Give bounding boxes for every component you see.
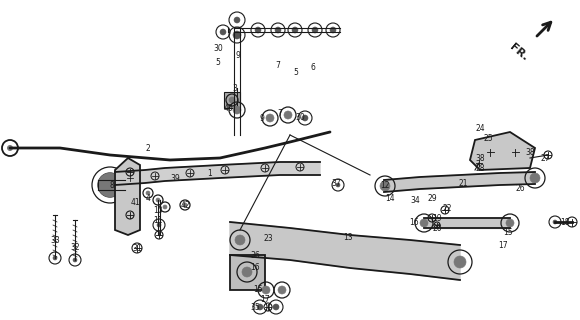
Text: 33: 33 [50,236,60,244]
Circle shape [235,235,245,245]
Text: 5: 5 [216,58,220,67]
Circle shape [233,106,241,114]
Circle shape [233,31,241,39]
Text: 26: 26 [515,183,525,193]
Text: 18: 18 [560,218,570,227]
Text: 21: 21 [458,179,467,188]
Text: 16: 16 [250,263,260,273]
Text: 35: 35 [250,303,260,313]
Bar [230,255,265,290]
Circle shape [98,173,122,197]
Text: 38: 38 [525,148,535,156]
Text: 8: 8 [110,180,114,189]
Bar [224,92,240,108]
Circle shape [257,304,263,310]
Circle shape [7,145,13,151]
Text: 38: 38 [475,154,485,163]
Polygon shape [230,222,460,280]
Text: 10: 10 [153,205,163,214]
Text: 15: 15 [503,228,513,236]
Text: 23: 23 [263,234,273,243]
Circle shape [302,115,308,121]
Circle shape [183,203,187,207]
Text: 1: 1 [208,169,212,178]
Circle shape [553,220,557,224]
Text: 29: 29 [427,194,437,203]
Text: 41: 41 [130,197,140,206]
Circle shape [156,198,160,202]
Text: 31: 31 [132,244,142,252]
Circle shape [278,286,286,294]
Circle shape [380,181,390,191]
Text: 30: 30 [213,44,223,52]
Text: 4: 4 [146,194,150,203]
Text: 40: 40 [223,103,233,113]
Text: 30: 30 [295,113,305,122]
Circle shape [73,258,77,262]
Circle shape [104,179,116,191]
Circle shape [284,111,292,119]
Text: 19: 19 [432,213,442,222]
Circle shape [242,267,252,277]
Circle shape [53,256,57,260]
Circle shape [266,114,274,122]
Text: 42: 42 [180,201,190,210]
Circle shape [146,191,150,195]
Text: 15: 15 [253,284,263,293]
Text: 32: 32 [70,243,80,252]
Circle shape [262,286,270,294]
Text: 16: 16 [409,218,419,227]
Polygon shape [424,218,510,228]
Text: 9: 9 [235,51,241,60]
Text: 7: 7 [278,108,282,117]
Text: 20: 20 [432,223,442,233]
Circle shape [255,27,261,33]
Text: 37: 37 [331,179,341,188]
Circle shape [330,27,336,33]
Text: 39: 39 [170,173,180,182]
Circle shape [292,27,298,33]
Circle shape [163,205,167,209]
Circle shape [220,29,226,35]
Text: 36: 36 [250,252,260,260]
Circle shape [454,256,466,268]
Text: 28: 28 [475,164,485,172]
Text: 34: 34 [410,196,420,204]
Text: 27: 27 [540,154,550,163]
Text: 17: 17 [260,295,270,305]
Text: 13: 13 [343,233,353,242]
Circle shape [336,183,340,187]
Circle shape [420,219,428,227]
Polygon shape [115,158,140,235]
Circle shape [273,304,279,310]
Circle shape [229,97,235,103]
Circle shape [234,17,240,23]
Circle shape [275,27,281,33]
Circle shape [506,219,514,227]
Text: 11: 11 [153,215,163,225]
Polygon shape [470,132,535,170]
Text: 22: 22 [442,204,452,212]
Text: 12: 12 [380,180,390,189]
Text: 5: 5 [293,68,299,76]
Circle shape [157,223,161,227]
Circle shape [312,27,318,33]
Text: 17: 17 [498,241,508,250]
Text: 14: 14 [385,194,395,203]
Text: 7: 7 [276,60,281,69]
Polygon shape [384,172,535,192]
Circle shape [530,173,540,183]
Text: 25: 25 [483,133,493,142]
Text: 9: 9 [260,114,264,123]
Text: 24: 24 [475,124,485,132]
Text: 6: 6 [310,62,316,71]
Text: 3: 3 [233,84,237,92]
Text: 2: 2 [146,143,150,153]
Polygon shape [115,162,320,185]
Text: FR.: FR. [508,42,530,63]
